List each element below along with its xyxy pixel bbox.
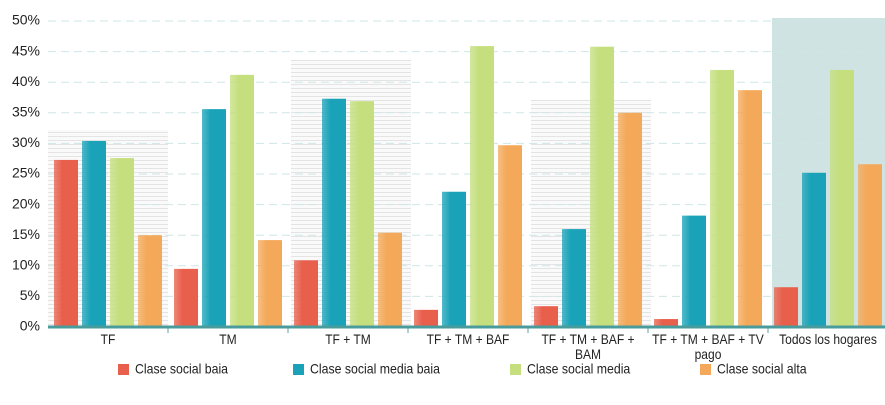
bar — [802, 172, 826, 327]
y-tick-label: 40% — [12, 73, 40, 89]
bar — [322, 98, 346, 327]
x-tick-label: TM — [219, 331, 237, 347]
x-tick: TF + TM — [288, 332, 408, 372]
bar — [858, 164, 882, 327]
y-tick-label: 50% — [12, 12, 40, 28]
x-tick: TF + TM + BAF + TV pago — [648, 332, 768, 372]
x-tick-label: TF + TM + BAF + TV pago — [652, 331, 764, 362]
bar — [590, 46, 614, 327]
x-tick-label: TF + TM + BAF — [426, 331, 510, 347]
y-tick-label: 30% — [12, 134, 40, 150]
legend-swatch — [118, 364, 129, 375]
bar — [442, 191, 466, 327]
y-tick-label: 5% — [20, 287, 40, 303]
legend-label: Clase social baia — [135, 361, 229, 377]
x-tick: TF + TM + BAF + BAM — [528, 332, 648, 372]
bar — [774, 287, 798, 327]
x-tick-label: Todos los hogares — [779, 331, 877, 347]
bar — [562, 229, 586, 327]
bar — [378, 232, 402, 327]
x-tick-label: TF + TM — [325, 331, 371, 347]
bar — [534, 306, 558, 327]
bar — [138, 235, 162, 327]
x-tick: Todos los hogares — [768, 332, 885, 372]
bar — [618, 112, 642, 327]
y-tick-label: 0% — [20, 318, 40, 334]
legend-swatch — [293, 364, 304, 375]
bar — [738, 90, 762, 327]
x-tick: TF + TM + BAF — [408, 332, 528, 372]
bar — [498, 145, 522, 327]
bar — [682, 215, 706, 327]
bar — [414, 309, 438, 327]
bar — [830, 69, 854, 328]
x-tick: TM — [168, 332, 288, 372]
bar — [202, 109, 226, 328]
legend-label: Clase social media baia — [310, 361, 441, 377]
legend-label: Clase social media — [527, 361, 631, 377]
y-tick-label: 35% — [12, 104, 40, 120]
bar — [470, 46, 494, 327]
bar — [230, 74, 254, 327]
bar — [174, 268, 198, 327]
legend-swatch — [510, 364, 521, 375]
bar — [82, 140, 106, 327]
y-tick-label: 25% — [12, 165, 40, 181]
bar — [710, 69, 734, 328]
y-tick-label: 20% — [12, 195, 40, 211]
bar — [654, 319, 678, 327]
bar — [350, 101, 374, 327]
y-tick-label: 15% — [12, 226, 40, 242]
legend-swatch — [700, 364, 711, 375]
bar — [258, 240, 282, 327]
legend-label: Clase social alta — [717, 361, 807, 377]
y-tick-label: 45% — [12, 42, 40, 58]
x-tick-label: TF — [100, 331, 116, 347]
y-tick-label: 10% — [12, 257, 40, 273]
bar — [294, 260, 318, 327]
bar — [54, 159, 78, 327]
bar — [110, 158, 134, 327]
x-tick: TF — [48, 332, 168, 372]
x-tick-label: TF + TM + BAF + BAM — [541, 331, 635, 362]
